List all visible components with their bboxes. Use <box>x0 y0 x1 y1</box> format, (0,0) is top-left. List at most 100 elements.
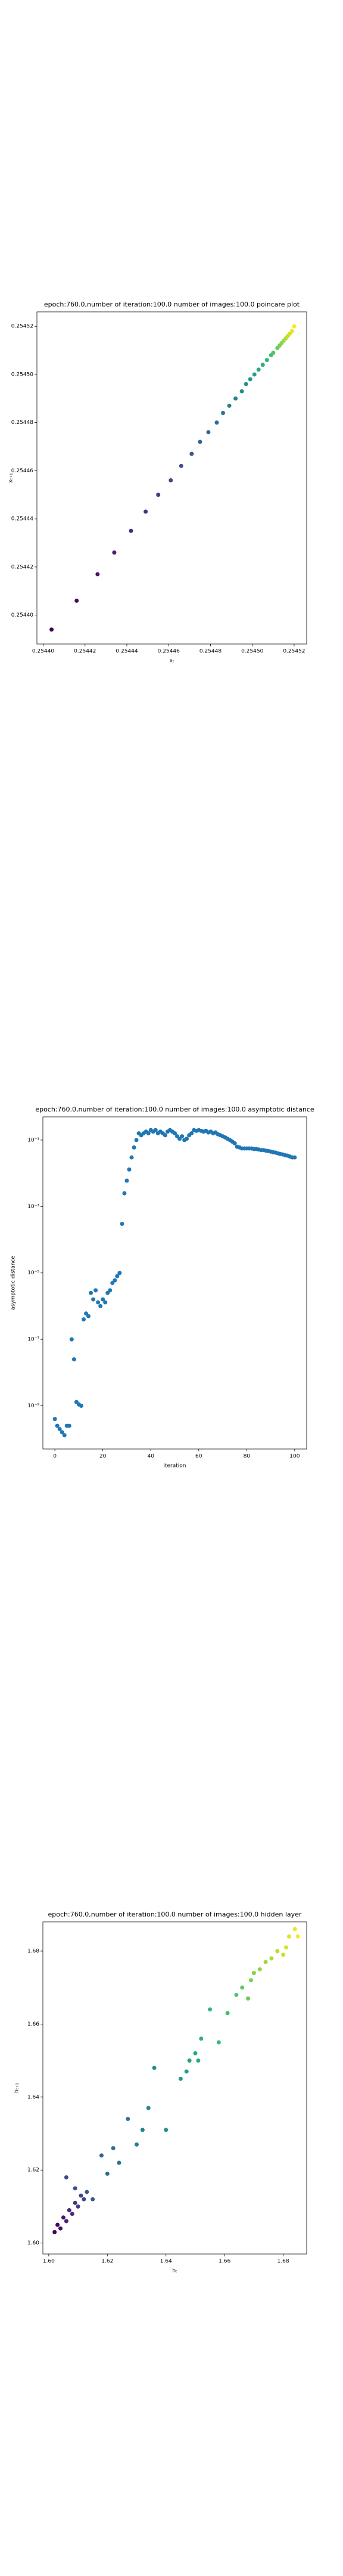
point <box>61 2215 66 2220</box>
point <box>55 1423 60 1428</box>
point <box>198 439 202 444</box>
point <box>208 2007 213 2012</box>
point <box>295 1934 300 1939</box>
point <box>184 2069 189 2074</box>
point <box>189 451 194 456</box>
point <box>99 2153 104 2158</box>
point <box>216 2040 221 2045</box>
y-axis-label: xₜ₊₁ <box>8 473 14 483</box>
point <box>185 1137 189 1141</box>
point <box>71 1357 76 1362</box>
point <box>117 2160 121 2165</box>
point <box>225 2011 230 2015</box>
point <box>144 509 148 514</box>
point <box>95 572 100 577</box>
x-tick-label: 60 <box>195 1454 202 1460</box>
point <box>152 2066 157 2070</box>
y-tick-label: 0.25450 <box>11 371 33 377</box>
chart-title: epoch:760.0,number of iteration:100.0 nu… <box>35 1106 314 1113</box>
point <box>180 1134 185 1139</box>
y-tick-label: 1.66 <box>27 2021 39 2027</box>
point <box>163 1133 167 1138</box>
point <box>252 372 257 377</box>
point <box>91 2197 95 2202</box>
point <box>193 2051 198 2055</box>
point <box>96 1300 101 1305</box>
point <box>108 1288 113 1293</box>
point <box>81 1317 86 1322</box>
point <box>146 1131 151 1136</box>
point <box>221 411 226 416</box>
point <box>189 1131 194 1136</box>
y-tick-label: 1.64 <box>27 2094 39 2100</box>
plot-frame <box>42 1921 307 2255</box>
point <box>82 2197 86 2202</box>
x-tick-label: 0.25448 <box>199 649 222 655</box>
point <box>269 1956 274 1961</box>
point <box>289 329 294 333</box>
point <box>79 1404 83 1408</box>
y-axis-label: asymptotic distance <box>11 1256 17 1310</box>
x-tick-label: 0.25446 <box>158 649 180 655</box>
point <box>246 1996 251 2001</box>
point <box>69 1337 74 1342</box>
x-tick-label: 1.60 <box>43 2259 55 2265</box>
point <box>115 1274 120 1278</box>
point <box>227 403 232 408</box>
y-tick-label: 10⁻⁹ <box>27 1403 39 1409</box>
point <box>260 363 265 367</box>
point <box>251 1971 256 1976</box>
point <box>178 2076 183 2081</box>
point <box>169 478 173 483</box>
point <box>233 396 238 401</box>
point <box>110 1281 115 1285</box>
point <box>129 1155 134 1160</box>
point <box>98 1304 103 1308</box>
point <box>113 1278 117 1283</box>
point <box>86 1314 91 1318</box>
point <box>232 1141 237 1145</box>
point <box>122 1191 127 1196</box>
point <box>257 1967 262 1972</box>
x-tick-label: 0 <box>53 1454 57 1460</box>
point <box>49 627 54 632</box>
x-axis-label: hₜ <box>172 2268 177 2274</box>
y-tick-label: 0.25448 <box>11 420 33 426</box>
point <box>173 1131 177 1136</box>
point <box>199 2036 204 2041</box>
x-tick-label: 1.66 <box>219 2259 230 2265</box>
y-tick-label: 0.25446 <box>11 468 33 474</box>
point <box>89 1290 93 1295</box>
point <box>127 1167 132 1172</box>
y-tick-label: 10⁻⁵ <box>27 1270 39 1276</box>
point <box>281 1952 286 1957</box>
point <box>140 2128 145 2132</box>
point <box>62 1433 67 1438</box>
point <box>146 2106 151 2110</box>
y-tick-label: 10⁻³ <box>27 1204 39 1210</box>
point <box>105 1290 110 1295</box>
y-tick-label: 1.68 <box>27 1948 39 1954</box>
point <box>196 2058 201 2063</box>
plot-frame <box>42 1116 307 1450</box>
point <box>292 1155 297 1160</box>
point <box>85 2190 89 2194</box>
point <box>240 1985 245 1990</box>
point <box>52 2230 57 2234</box>
point <box>117 1271 122 1275</box>
x-tick-label: 80 <box>244 1454 251 1460</box>
point <box>58 2226 63 2231</box>
chart-title: epoch:760.0,number of iteration:100.0 nu… <box>44 301 300 308</box>
point <box>91 1297 96 1302</box>
point <box>52 1417 57 1422</box>
point <box>264 358 269 363</box>
point <box>112 550 117 555</box>
x-tick-label: 20 <box>99 1454 107 1460</box>
point <box>206 430 211 435</box>
point <box>57 1426 62 1431</box>
x-tick-label: 0.25450 <box>241 649 263 655</box>
point <box>164 2128 169 2132</box>
x-tick-label: 0.25444 <box>116 649 138 655</box>
x-axis-label: xₜ <box>170 658 174 664</box>
